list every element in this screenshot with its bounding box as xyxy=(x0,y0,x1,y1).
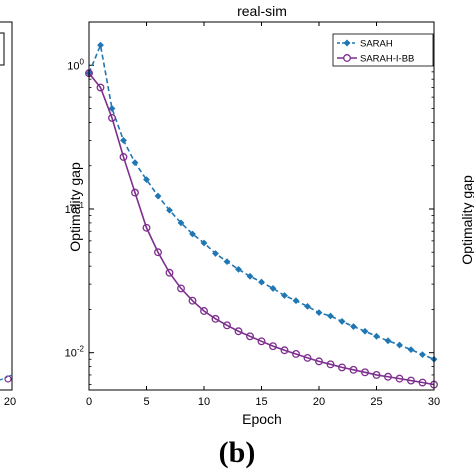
data-point-sarah-i-bb xyxy=(338,363,346,372)
x-tick-label: 20 xyxy=(313,396,325,408)
data-point-sarah xyxy=(338,318,346,325)
data-point-sarah xyxy=(154,192,162,200)
data-point-sarah-i-bb xyxy=(200,307,208,315)
data-point-sarah-i-bb xyxy=(372,370,381,379)
data-point-sarah xyxy=(108,105,116,112)
data-point-sarah-i-bb xyxy=(142,223,151,232)
data-point-sarah-i-bb xyxy=(303,353,312,362)
plot-frame xyxy=(88,21,435,391)
data-point-sarah-i-bb xyxy=(292,349,300,358)
data-point-sarah-i-bb xyxy=(96,83,105,92)
data-point-sarah-i-bb xyxy=(108,113,116,122)
y-tick-label: 10-2 xyxy=(65,345,85,360)
legend-entry-sarah: SARAH xyxy=(337,39,393,50)
data-point-sarah-i-bb xyxy=(418,378,427,387)
data-point-sarah-i-bb xyxy=(131,188,139,197)
y-tick-label: 100 xyxy=(67,57,84,72)
data-point-sarah-i-bb xyxy=(246,332,254,341)
data-point-sarah xyxy=(212,250,219,257)
axes-ticks xyxy=(88,21,435,390)
left-panel-line-sarah xyxy=(0,374,13,381)
left-panel-frame xyxy=(0,21,13,391)
data-point-sarah xyxy=(373,332,380,340)
data-point-sarah xyxy=(315,309,323,317)
data-point-sarah xyxy=(396,341,403,349)
data-point-sarah xyxy=(292,297,300,305)
legend-marker-sarah xyxy=(343,39,351,47)
data-point-sarah-i-bb xyxy=(257,337,266,346)
data-point-sarah-i-bb xyxy=(223,321,231,330)
data-point-sarah-i-bb xyxy=(177,284,185,293)
data-point-sarah-i-bb xyxy=(234,327,243,336)
data-point-sarah xyxy=(131,159,139,167)
data-point-sarah-i-bb xyxy=(269,342,277,351)
figure-caption: (b) xyxy=(219,436,256,469)
x-axis-label: Epoch xyxy=(242,411,282,427)
data-point-sarah-i-bb xyxy=(211,314,220,323)
x-tick-label: 5 xyxy=(143,396,149,408)
x-tick-label: 10 xyxy=(198,396,210,408)
data-point-sarah-i-bb xyxy=(395,374,404,383)
data-point-sarah xyxy=(419,351,426,358)
data-point-sarah-i-bb xyxy=(154,248,162,257)
data-point-sarah-i-bb xyxy=(407,376,415,385)
data-point-sarah xyxy=(269,285,277,292)
data-point-sarah xyxy=(361,327,369,335)
x-tick-label: 15 xyxy=(255,396,267,408)
data-point-sarah xyxy=(407,346,415,354)
left-panel-legend xyxy=(0,32,5,66)
left-panel-marker xyxy=(4,375,12,383)
data-point-sarah-i-bb xyxy=(361,368,369,377)
series-line-sarah-i-bb xyxy=(88,72,435,386)
main-plot: real-sim 0 5 10 15 20 25 30 100 10-1 10-2 Epoch O… xyxy=(65,3,441,427)
y-axis-label: Optimality gap xyxy=(67,162,83,252)
data-point-sarah xyxy=(166,206,173,214)
data-point-sarah xyxy=(304,302,311,310)
data-point-sarah-i-bb xyxy=(165,268,174,277)
data-point-sarah xyxy=(177,219,185,227)
y-tick-label: 10-1 xyxy=(65,201,85,216)
data-point-sarah xyxy=(97,41,104,49)
x-tick-label: 30 xyxy=(428,396,440,408)
data-point-sarah xyxy=(189,230,196,238)
chart-title: real-sim xyxy=(237,3,287,19)
data-point-sarah-i-bb xyxy=(349,365,358,374)
data-point-sarah-i-bb xyxy=(188,296,197,305)
legend: SARAH SARAH-I-BB xyxy=(332,33,434,67)
right-panel: Optimality gap xyxy=(459,175,474,265)
right-panel-ylabel: Optimality gap xyxy=(459,175,474,265)
data-point-sarah-i-bb xyxy=(119,153,128,161)
series-line-sarah xyxy=(88,42,435,361)
data-point-sarah xyxy=(350,323,357,330)
data-point-sarah-i-bb xyxy=(326,360,335,369)
data-point-sarah xyxy=(327,312,334,320)
x-tick-label: 0 xyxy=(86,396,92,408)
data-point-sarah-i-bb xyxy=(315,357,323,366)
x-tick-label: 25 xyxy=(370,396,382,408)
tick-labels: 0 5 10 15 20 25 30 100 10-1 10-2 xyxy=(65,57,441,408)
data-point-sarah xyxy=(120,137,127,144)
data-point-sarah xyxy=(223,258,231,266)
left-panel-x-tick-label: 20 xyxy=(4,396,16,408)
series-layer xyxy=(85,41,438,389)
data-point-sarah-i-bb xyxy=(384,372,392,381)
data-point-sarah xyxy=(281,292,288,299)
data-point-sarah xyxy=(143,176,150,184)
legend-label-sarah: SARAH xyxy=(360,39,393,50)
legend-label-sarah-i-bb: SARAH-I-BB xyxy=(360,54,414,65)
data-point-sarah xyxy=(246,272,254,280)
legend-entry-sarah-i-bb: SARAH-I-BB xyxy=(337,54,414,65)
data-point-sarah xyxy=(235,265,242,273)
left-panel: 20 xyxy=(0,21,16,408)
data-point-sarah xyxy=(384,337,392,345)
data-point-sarah-i-bb xyxy=(280,346,289,355)
data-point-sarah xyxy=(200,239,208,247)
legend-marker-sarah-i-bb xyxy=(343,54,351,62)
data-point-sarah xyxy=(258,278,265,286)
